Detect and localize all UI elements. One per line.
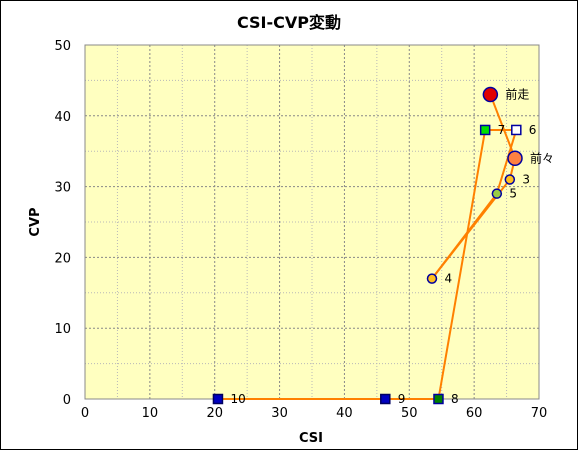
y-tick-label: 10 [54, 322, 71, 337]
x-tick-label: 30 [271, 406, 288, 421]
x-tick-label: 40 [336, 406, 353, 421]
x-tick-label: 0 [81, 406, 89, 421]
y-tick-label: 30 [54, 181, 71, 196]
data-point-label: 10 [230, 392, 245, 406]
chart-title: CSI-CVP変動 [237, 13, 341, 32]
data-point-marker [507, 150, 523, 167]
x-tick-label: 70 [531, 406, 548, 421]
trajectory-segment [437, 129, 487, 400]
y-axis-ticks: 0 10 20 30 40 50 [54, 39, 71, 408]
data-point-marker [426, 273, 438, 284]
x-axis-ticks: 0 10 20 30 40 50 60 70 [81, 406, 547, 421]
x-tick-label: 50 [401, 406, 418, 421]
y-axis-title: CVP [28, 207, 43, 236]
data-point-label: 前々 [530, 150, 554, 165]
y-tick-label: 40 [54, 110, 71, 125]
x-tick-label: 20 [206, 406, 223, 421]
trajectory-segment [431, 193, 498, 280]
data-point-marker [433, 393, 444, 405]
data-point-marker [491, 188, 503, 199]
data-point-label: 8 [451, 392, 459, 406]
data-point-label: 4 [444, 272, 452, 286]
x-tick-label: 10 [142, 406, 159, 421]
data-markers [212, 86, 523, 405]
y-tick-label: 50 [54, 39, 71, 54]
data-point-label: 前走 [505, 87, 529, 102]
data-point-marker [511, 124, 522, 136]
trajectory-segment [495, 129, 518, 194]
data-point-label: 5 [509, 187, 517, 201]
data-point-marker [212, 393, 224, 405]
x-axis-title: CSI [299, 431, 323, 446]
data-point-label: 3 [522, 173, 530, 187]
y-tick-label: 20 [54, 251, 71, 266]
data-point-marker [504, 174, 516, 185]
data-point-marker [482, 86, 499, 103]
y-tick-label: 0 [63, 393, 71, 408]
data-point-label: 9 [398, 392, 406, 406]
data-point-label: 7 [498, 123, 506, 137]
data-point-marker [380, 393, 391, 405]
x-tick-label: 60 [466, 406, 483, 421]
data-point-marker [479, 124, 491, 136]
data-point-label: 6 [529, 123, 537, 137]
